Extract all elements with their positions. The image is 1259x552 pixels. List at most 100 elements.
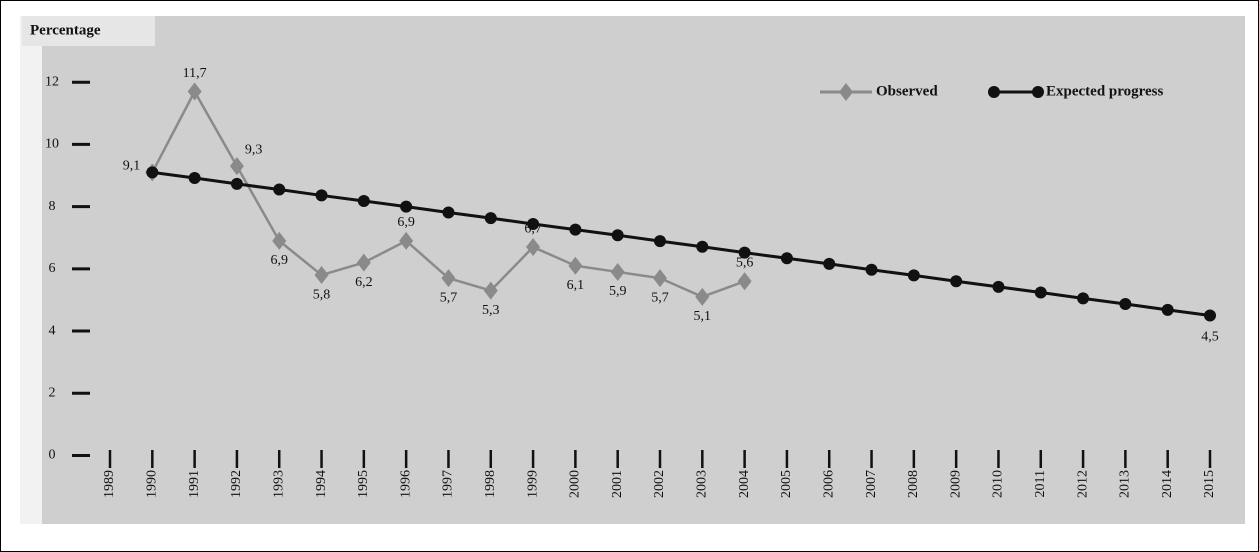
data-label: 9,1 bbox=[123, 159, 141, 174]
series-line bbox=[152, 170, 1211, 317]
x-tick-label: 2012 bbox=[1075, 470, 1090, 498]
x-tick-label: 2009 bbox=[948, 470, 963, 498]
y-tick-label: 10 bbox=[45, 137, 59, 152]
x-tick-label: 2010 bbox=[991, 470, 1006, 498]
x-tick-label: 1993 bbox=[271, 470, 286, 498]
legend-marker bbox=[1032, 86, 1044, 98]
legend-marker bbox=[839, 83, 853, 101]
x-tick-label: 2015 bbox=[1202, 470, 1217, 498]
y-label-box bbox=[22, 16, 155, 46]
y-tick-label: 0 bbox=[49, 448, 56, 463]
x-tick-label: 1999 bbox=[525, 470, 540, 498]
diamond-marker bbox=[526, 238, 541, 257]
data-label: 4,5 bbox=[1201, 330, 1219, 345]
x-tick-label: 2011 bbox=[1033, 470, 1048, 497]
x-tick-label: 1996 bbox=[398, 470, 413, 498]
circle-marker bbox=[569, 223, 582, 236]
diamond-marker bbox=[610, 262, 625, 281]
circle-marker bbox=[273, 183, 286, 196]
data-label: 5,3 bbox=[482, 303, 500, 318]
data-label: 6,9 bbox=[397, 215, 415, 230]
circle-marker bbox=[1161, 303, 1174, 316]
plot-background bbox=[20, 16, 1245, 524]
data-label: 11,7 bbox=[183, 66, 207, 81]
y-axis-label: Percentage bbox=[30, 22, 101, 38]
y-tick-label: 12 bbox=[45, 74, 59, 89]
y-tick-label: 8 bbox=[49, 199, 56, 214]
diamond-marker bbox=[483, 281, 498, 300]
circle-marker bbox=[484, 212, 497, 225]
diamond-marker bbox=[229, 157, 244, 176]
data-label: 6,9 bbox=[270, 253, 288, 268]
diamond-marker bbox=[314, 266, 329, 285]
circle-marker bbox=[230, 177, 243, 190]
circle-marker bbox=[738, 246, 751, 259]
x-tick-label: 1994 bbox=[314, 470, 329, 498]
circle-marker bbox=[357, 195, 370, 208]
x-tick-label: 2004 bbox=[737, 470, 752, 498]
circle-marker bbox=[696, 240, 709, 253]
x-tick-label: 1995 bbox=[356, 470, 371, 498]
diamond-marker bbox=[356, 253, 371, 272]
x-tick-label: 1991 bbox=[187, 470, 202, 498]
data-label: 5,9 bbox=[609, 284, 627, 299]
circle-marker bbox=[1119, 297, 1132, 310]
data-label: 5,1 bbox=[694, 309, 712, 324]
x-tick-label: 1998 bbox=[483, 470, 498, 498]
data-label: 5,6 bbox=[736, 255, 754, 270]
diamond-marker bbox=[737, 272, 752, 291]
data-label: 5,7 bbox=[651, 290, 669, 305]
x-tick-label: 2014 bbox=[1160, 470, 1175, 498]
data-label: 5,8 bbox=[313, 287, 331, 302]
diamond-marker bbox=[187, 82, 202, 101]
circle-marker bbox=[400, 200, 413, 213]
x-tick-label: 1992 bbox=[229, 470, 244, 498]
x-tick-label: 2007 bbox=[864, 470, 879, 498]
circle-marker bbox=[146, 166, 159, 179]
diamond-marker bbox=[653, 269, 667, 288]
x-tick-label: 1989 bbox=[102, 470, 117, 498]
circle-marker bbox=[1034, 286, 1047, 299]
diamond-marker bbox=[272, 231, 287, 250]
circle-marker bbox=[865, 263, 878, 276]
x-tick-label: 2000 bbox=[568, 470, 583, 498]
left-strip bbox=[20, 16, 42, 524]
diamond-marker bbox=[568, 256, 583, 275]
y-tick-label: 4 bbox=[49, 323, 56, 338]
circle-marker bbox=[907, 269, 920, 282]
data-label: 6,2 bbox=[355, 275, 373, 290]
legend-label: Expected progress bbox=[1046, 83, 1164, 99]
x-tick-label: 2003 bbox=[695, 470, 710, 498]
circle-marker bbox=[1077, 292, 1090, 305]
diamond-marker bbox=[441, 269, 456, 288]
x-tick-label: 2002 bbox=[652, 470, 667, 498]
y-tick-label: 2 bbox=[49, 385, 56, 400]
circle-marker bbox=[315, 189, 328, 202]
circle-marker bbox=[992, 280, 1005, 293]
circle-marker bbox=[611, 229, 624, 242]
x-tick-label: 2013 bbox=[1118, 470, 1133, 498]
circle-marker bbox=[188, 172, 201, 185]
circle-marker bbox=[780, 252, 793, 265]
x-tick-label: 1997 bbox=[441, 470, 456, 498]
x-tick-label: 2006 bbox=[821, 470, 836, 498]
legend-label: Observed bbox=[876, 83, 938, 99]
circle-marker bbox=[654, 235, 666, 248]
diamond-marker bbox=[399, 231, 414, 250]
x-tick-label: 2005 bbox=[779, 470, 794, 498]
x-tick-label: 1990 bbox=[145, 470, 160, 498]
y-tick-label: 6 bbox=[49, 261, 56, 276]
x-tick-label: 2001 bbox=[610, 470, 625, 498]
circle-marker bbox=[442, 206, 455, 219]
data-label: 6,1 bbox=[567, 278, 585, 293]
data-label: 5,7 bbox=[440, 290, 458, 305]
data-label: 9,3 bbox=[245, 142, 263, 157]
legend-marker bbox=[988, 86, 1000, 98]
circle-marker bbox=[1204, 309, 1216, 322]
circle-marker bbox=[950, 275, 963, 288]
x-tick-label: 2008 bbox=[906, 470, 921, 498]
circle-marker bbox=[527, 218, 540, 231]
diamond-marker bbox=[695, 287, 710, 306]
circle-marker bbox=[823, 257, 836, 270]
